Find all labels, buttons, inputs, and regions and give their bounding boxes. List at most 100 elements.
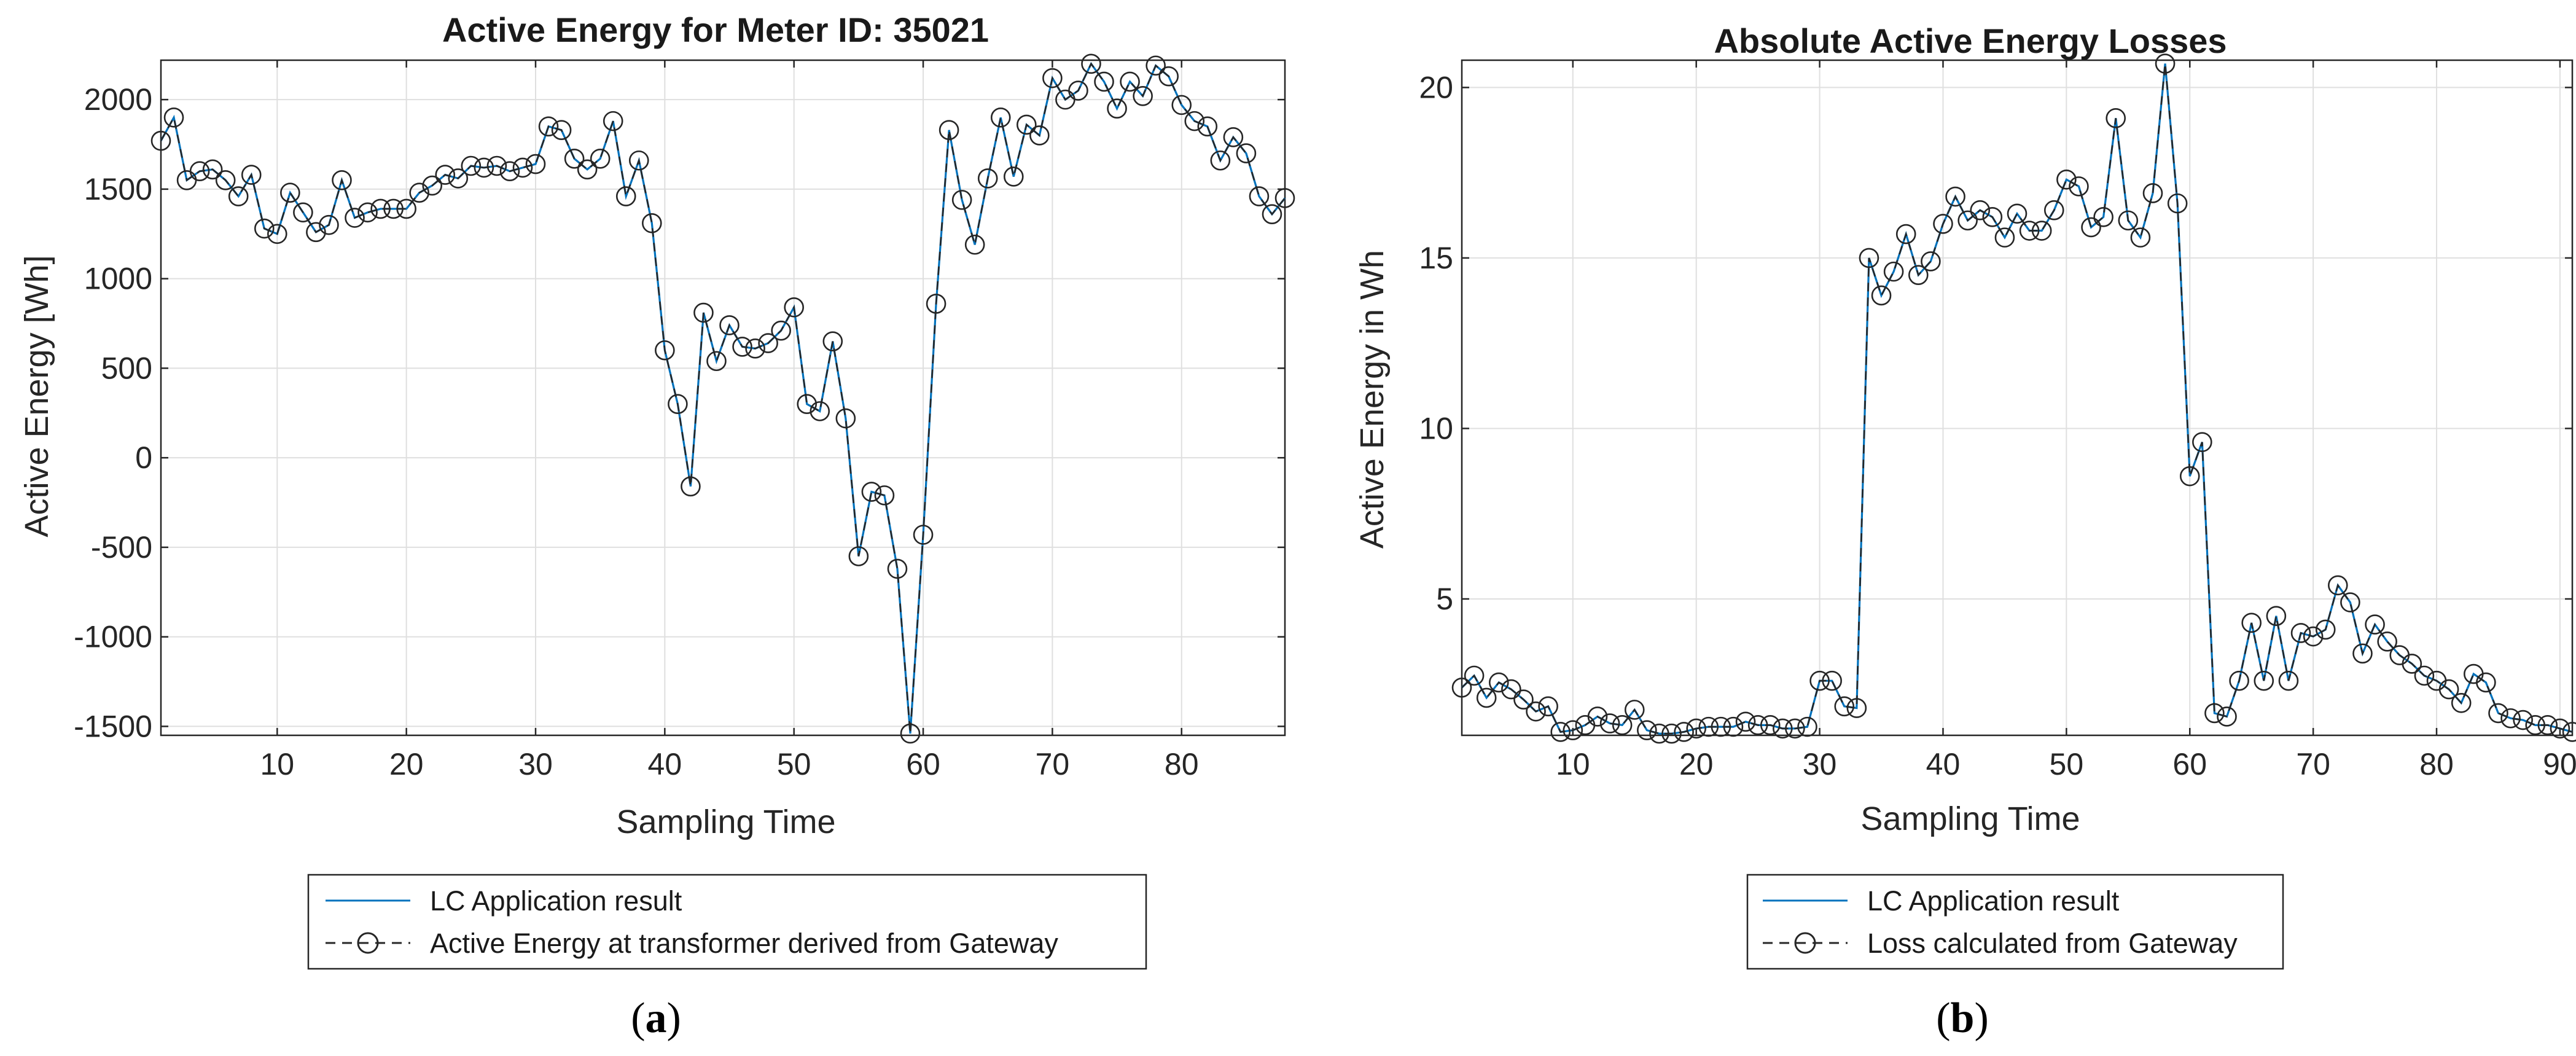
a-gateway-marker [681, 476, 701, 497]
b-gateway-marker [1809, 670, 1830, 691]
b-x-tick-label: 30 [1803, 747, 1837, 781]
panel-a-legend-box [307, 874, 1147, 970]
a-gateway-marker [150, 130, 171, 151]
b-gateway-marker [1464, 665, 1485, 686]
b-gateway-marker [2069, 176, 2089, 197]
b-gateway-marker [2365, 614, 2385, 635]
b-y-tick-label: 5 [1436, 582, 1453, 616]
panel-b-x-axis-label: Sampling Time [1860, 800, 2080, 837]
b-gateway-marker [1476, 687, 1497, 708]
b-gateway-marker [1970, 200, 1991, 221]
b-gateway-marker [1908, 265, 1929, 285]
a-gateway-marker [1017, 114, 1037, 135]
a-gateway-marker [1274, 188, 1295, 208]
panel-b-series [1451, 53, 2576, 744]
panel-a-title: Active Energy for Meter ID: 35021 [442, 10, 989, 49]
b-gateway-marker [1957, 210, 1978, 231]
b-gateway-marker [2142, 183, 2163, 203]
b-gateway-marker [1550, 722, 1571, 742]
a-y-tick-label: 500 [101, 351, 152, 385]
a-gateway-marker [835, 408, 856, 429]
b-gateway-marker [1637, 720, 1657, 740]
panel-a-chart: Active Energy for Meter ID: 35021 10 20 30… [18, 10, 1295, 1042]
a-gateway-marker [1003, 166, 1024, 187]
b-x-tick-label: 80 [2419, 747, 2454, 781]
b-gateway-marker [2303, 626, 2324, 647]
a-gateway-marker [1107, 98, 1127, 119]
b-gateway-marker [2488, 703, 2508, 724]
a-gateway-marker [422, 175, 443, 196]
b-gateway-marker [2550, 718, 2570, 739]
a-gateway-marker [319, 214, 339, 235]
b-gateway-marker [1883, 261, 1904, 282]
a-gateway-marker [822, 331, 843, 351]
a-gateway-marker [293, 202, 313, 223]
b-gateway-marker [2278, 670, 2299, 691]
a-gateway-marker [900, 723, 921, 744]
panel-b-legend-box [1746, 874, 2284, 970]
panel-b-legend-label-lc: LC Application result [1867, 885, 2120, 917]
a-gateway-marker [396, 198, 416, 219]
a-gateway-marker [1081, 53, 1101, 74]
b-gateway-marker [2254, 670, 2274, 691]
a-gateway-marker [693, 302, 714, 323]
b-gateway-marker [2081, 217, 2101, 238]
b-gateway-marker [1587, 706, 1608, 727]
panel-b-legend: LC Application result Loss calculated fr… [1746, 874, 2284, 970]
b-gateway-marker [1698, 716, 1719, 737]
a-gateway-marker [512, 157, 533, 178]
a-gateway-marker [163, 107, 184, 128]
a-gateway-marker [1146, 55, 1166, 76]
a-plot-frame [160, 59, 1286, 737]
a-y-tick-label: -1000 [74, 620, 152, 654]
a-x-tick-label: 50 [777, 747, 811, 781]
panel-a-y-axis-label: Active Energy [Wh] [18, 255, 55, 537]
a-y-tick-label: -1500 [74, 709, 152, 743]
panel-b-caption-close: ) [1974, 995, 1988, 1042]
panel-a-x-axis-label: Sampling Time [616, 804, 835, 840]
b-series-lc-line [1461, 63, 2573, 735]
a-gateway-marker [1068, 80, 1088, 101]
a-y-tick-label: 2000 [84, 82, 152, 117]
b-gateway-marker [1760, 715, 1781, 735]
a-gateway-marker [1120, 71, 1140, 92]
b-gateway-marker [2352, 643, 2373, 664]
a-gateway-marker [887, 558, 908, 579]
b-gateway-marker [1735, 711, 1756, 732]
a-gateway-marker [615, 186, 636, 206]
a-gateway-marker [435, 165, 456, 185]
a-gateway-marker [1133, 86, 1153, 106]
a-gateway-marker [189, 161, 210, 182]
panel-b-legend-marker-gateway [1794, 932, 1816, 954]
panel-a-legend-marker-gateway [357, 932, 379, 954]
panel-a-legend: LC Application result Active Energy at t… [307, 874, 1147, 970]
b-series-gateway-line [1461, 63, 2573, 735]
a-gateway-marker [383, 198, 404, 219]
b-gateway-marker [2155, 53, 2176, 74]
a-gateway-marker [939, 120, 959, 140]
panel-b-legend-label-gateway: Loss calculated from Gateway [1867, 928, 2238, 959]
b-gateway-marker [2204, 703, 2225, 724]
b-gateway-marker [2476, 672, 2496, 693]
a-gateway-marker [655, 340, 675, 361]
a-y-tick-label: 0 [135, 440, 152, 475]
a-gateway-marker [848, 546, 869, 566]
b-gateway-marker [1945, 186, 1965, 207]
b-gateway-marker [2241, 612, 2262, 633]
a-gateway-marker [771, 320, 791, 341]
a-gateway-marker [486, 155, 507, 176]
a-gateway-marker [280, 182, 300, 203]
a-gateway-marker [797, 394, 818, 415]
b-gateway-marker [1612, 715, 1633, 735]
b-gateway-marker [1834, 696, 1855, 717]
panel-a-caption-letter: a [646, 995, 667, 1042]
b-gateway-marker [1624, 700, 1645, 720]
a-gateway-marker [1158, 66, 1179, 87]
b-x-tick-label: 10 [1556, 747, 1590, 781]
a-gateway-marker [1236, 143, 1257, 163]
b-x-tick-label: 20 [1679, 747, 1714, 781]
b-gateway-marker [1773, 718, 1793, 739]
b-gateway-marker [2106, 108, 2126, 128]
a-gateway-marker [926, 294, 946, 314]
b-gateway-marker [2118, 210, 2139, 231]
